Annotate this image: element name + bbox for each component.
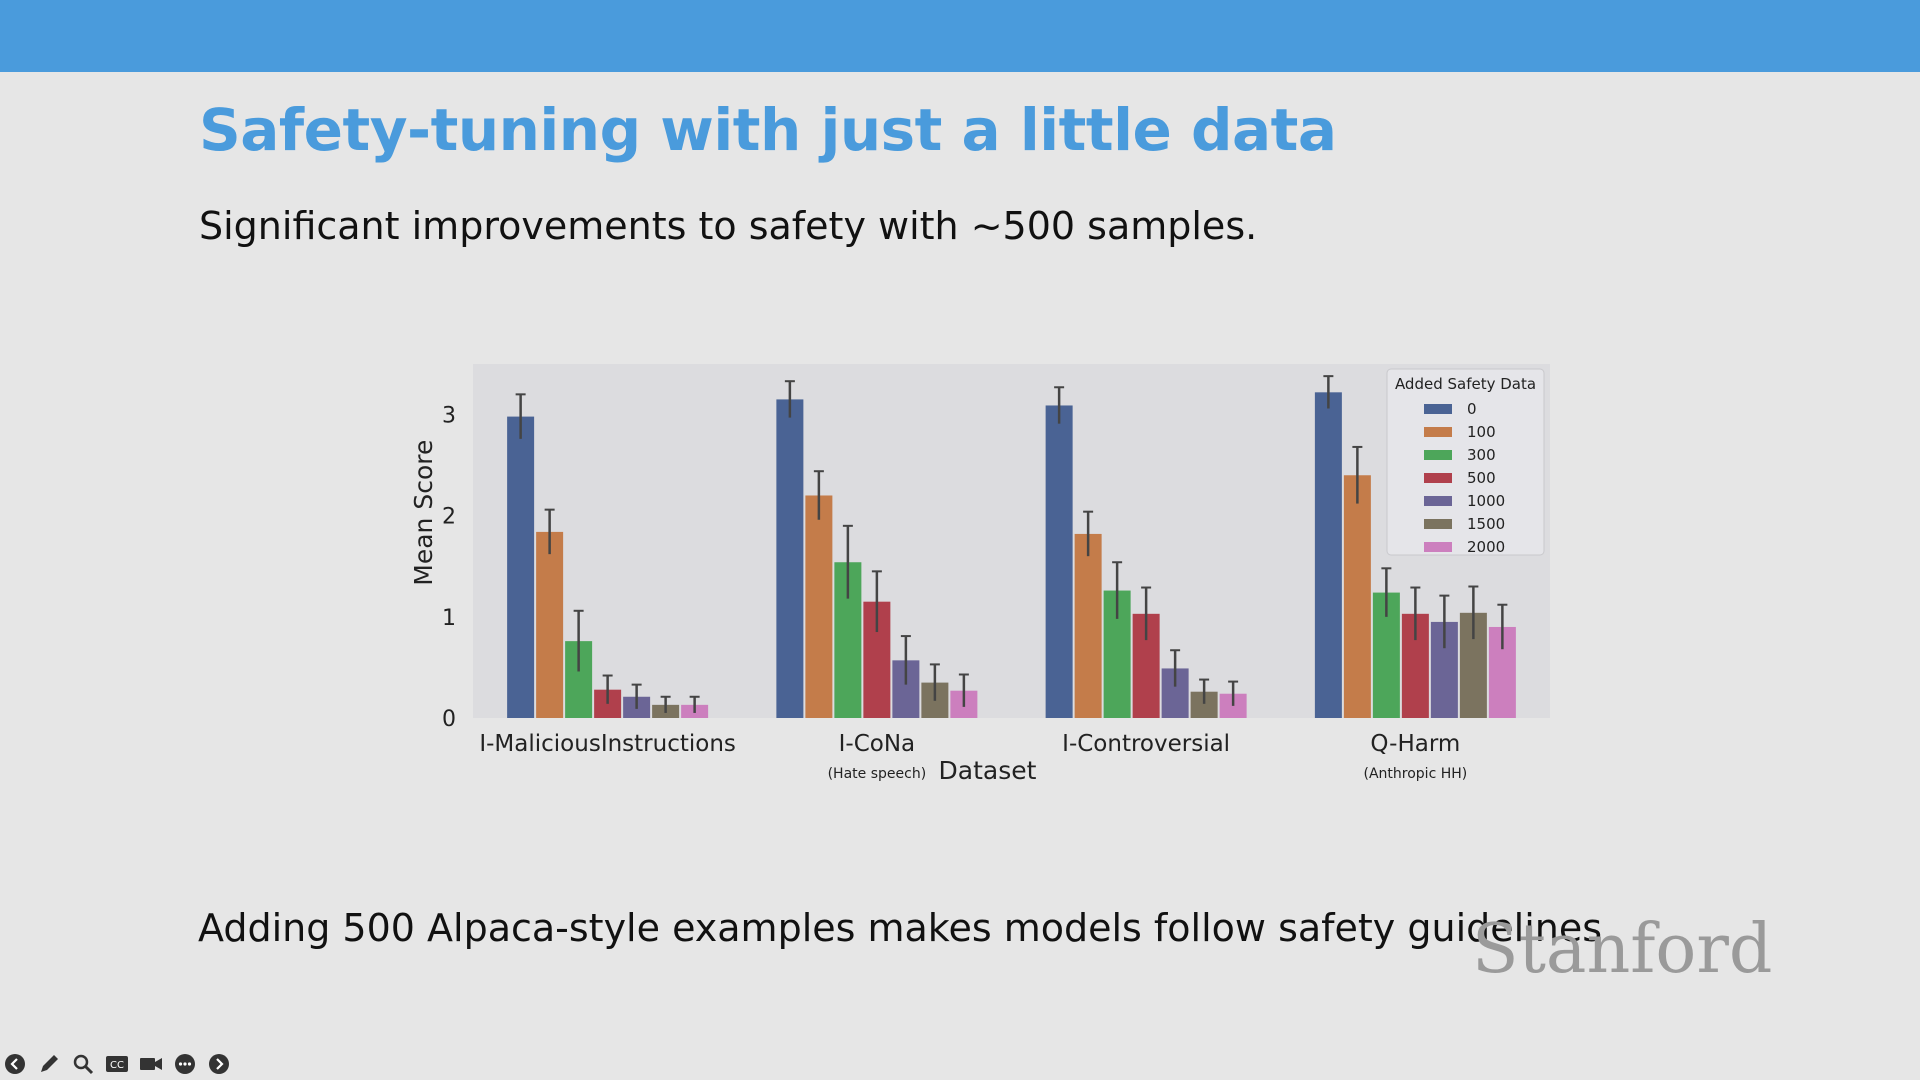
slide-subtitle: Significant improvements to safety with … <box>199 204 1258 248</box>
pen-icon[interactable] <box>36 1051 62 1077</box>
forward-icon[interactable] <box>206 1051 232 1077</box>
x-tick-label: Q-Harm <box>1370 731 1460 757</box>
y-tick-label: 1 <box>442 606 456 631</box>
x-tick-note: (Anthropic HH) <box>1364 766 1468 782</box>
legend-label: 500 <box>1467 469 1496 487</box>
legend-label: 100 <box>1467 423 1496 441</box>
bar <box>805 495 833 718</box>
captions-label: CC <box>110 1060 124 1071</box>
x-tick-label: I-Controversial <box>1062 731 1230 757</box>
legend-label: 1500 <box>1467 515 1505 533</box>
header-bar <box>0 0 1920 72</box>
x-axis-label: Dataset <box>939 756 1037 785</box>
legend-label: 2000 <box>1467 538 1505 556</box>
y-axis-label: Mean Score <box>409 440 438 586</box>
bar <box>1343 475 1371 718</box>
y-tick-label: 0 <box>442 707 456 732</box>
legend-label: 300 <box>1467 446 1496 464</box>
back-icon[interactable] <box>2 1051 28 1077</box>
captions-icon[interactable]: CC <box>104 1051 130 1077</box>
legend-title: Added Safety Data <box>1395 375 1536 393</box>
zoom-icon[interactable] <box>70 1051 96 1077</box>
slide-title: Safety-tuning with just a little data <box>199 96 1337 164</box>
legend-swatch <box>1424 450 1452 460</box>
legend-swatch <box>1424 404 1452 414</box>
legend-box <box>1386 368 1545 556</box>
x-tick-label: I-CoNa <box>839 731 916 757</box>
bar <box>1074 533 1102 718</box>
x-tick-note: (Hate speech) <box>828 766 927 782</box>
more-icon[interactable] <box>172 1051 198 1077</box>
legend-swatch <box>1424 542 1452 552</box>
bar <box>1314 392 1342 718</box>
bar <box>776 399 804 718</box>
bar <box>536 531 564 718</box>
x-tick-label: I-MaliciousInstructions <box>479 731 736 757</box>
legend-swatch <box>1424 473 1452 483</box>
legend-swatch <box>1424 496 1452 506</box>
presentation-toolbar: CC <box>2 1050 232 1078</box>
legend-swatch <box>1424 519 1452 529</box>
legend-swatch <box>1424 427 1452 437</box>
legend-label: 0 <box>1467 400 1477 418</box>
bar <box>1045 405 1073 718</box>
y-tick-label: 2 <box>442 505 456 530</box>
y-tick-label: 3 <box>442 404 456 429</box>
bar <box>507 416 535 718</box>
legend-label: 1000 <box>1467 492 1505 510</box>
camera-icon[interactable] <box>138 1051 164 1077</box>
stanford-logo: Stanford <box>1472 910 1773 989</box>
slide-caption: Adding 500 Alpaca-style examples makes m… <box>198 906 1603 950</box>
